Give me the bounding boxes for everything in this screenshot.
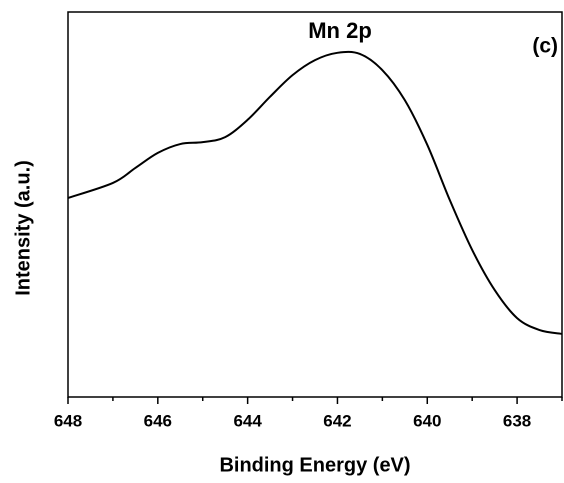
chart-title: Mn 2p [308, 18, 372, 43]
panel-label: (c) [532, 35, 558, 58]
x-tick-label: 640 [413, 411, 441, 430]
data-line [67, 50, 563, 335]
y-axis-label: Intensity (a.u.) [12, 160, 34, 296]
x-tick-label: 642 [323, 411, 351, 430]
x-tick-label: 648 [54, 411, 82, 430]
x-axis-label: Binding Energy (eV) [219, 454, 410, 476]
x-tick-label: 644 [233, 411, 262, 430]
x-tick-label: 638 [503, 411, 531, 430]
plot-frame [67, 11, 563, 398]
x-tick-label: 646 [144, 411, 172, 430]
